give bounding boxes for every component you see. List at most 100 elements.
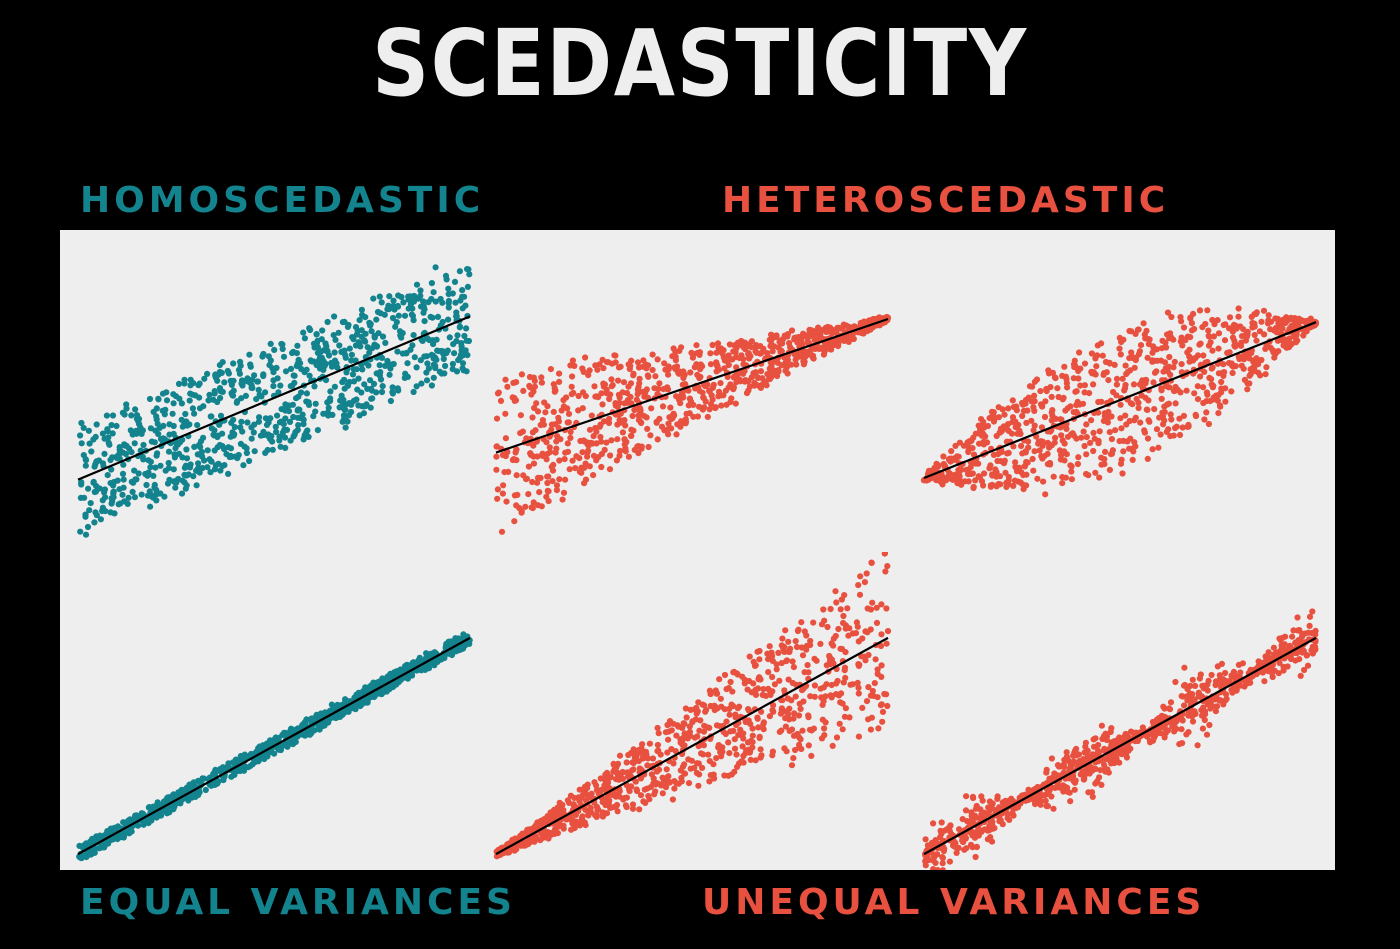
scatter-point [832, 588, 839, 595]
scatter-point [421, 318, 428, 325]
scatter-point [529, 414, 536, 421]
scatter-point [274, 412, 281, 419]
scatter-point [1067, 403, 1074, 410]
scatter-point [1262, 371, 1269, 378]
scatter-point [539, 452, 546, 459]
scatter-point [586, 367, 593, 374]
scatter-point [129, 488, 136, 495]
scatter-point [90, 436, 97, 443]
scatter-point [165, 448, 173, 455]
scatter-point [773, 333, 780, 340]
scatter-point [420, 303, 427, 310]
scatter-point [1167, 330, 1174, 337]
scatter-point [1118, 425, 1125, 432]
scatter-point [120, 833, 128, 840]
scatter-point [864, 629, 871, 636]
scatter-point [1192, 354, 1199, 361]
scatter-point [787, 645, 794, 652]
scatter-point [1165, 384, 1172, 391]
scatter-point [1042, 491, 1049, 498]
scatter-point [522, 503, 529, 510]
scatter-point [612, 803, 619, 810]
scatter-point [1161, 359, 1169, 366]
scatter-point [560, 489, 568, 496]
scatter-point [428, 351, 435, 358]
scatter-point [628, 783, 635, 790]
scatter-point [180, 787, 187, 794]
scatter-point [433, 356, 440, 363]
scatter-point [626, 788, 633, 795]
scatter-point [730, 669, 737, 676]
scatter-point [146, 395, 154, 403]
scatter-point [1229, 334, 1237, 341]
scatter-point [104, 428, 111, 435]
scatter-point [878, 673, 885, 680]
scatter-point [1059, 372, 1066, 379]
scatter-point [584, 785, 591, 792]
scatter-point [339, 418, 346, 425]
scatter-point [314, 427, 321, 434]
scatter-point [113, 422, 120, 430]
scatter-point [630, 372, 637, 379]
scatter-point [449, 366, 456, 373]
scatter-point [1061, 363, 1068, 370]
plot-heteroscedastic-cyclic [906, 552, 1335, 870]
scatter-point [417, 292, 424, 299]
scatter-point [706, 758, 713, 765]
scatter-point [513, 446, 520, 453]
scatter-point [627, 380, 635, 387]
scatter-point [598, 438, 605, 445]
scatter-point [713, 349, 720, 356]
scatter-point [747, 720, 754, 727]
scatter-point [379, 383, 386, 390]
scatter-point [143, 819, 150, 826]
scatter-point [704, 413, 711, 420]
scatter-point [248, 435, 255, 442]
scatter-point [1071, 357, 1078, 364]
scatter-point [634, 359, 642, 366]
scatter-point [695, 760, 702, 767]
scatter-point [869, 687, 876, 695]
scatter-point [132, 406, 139, 413]
scatter-point [196, 405, 204, 412]
scatter-point [1002, 469, 1009, 476]
scatter-point [107, 509, 114, 516]
scatter-point [987, 818, 994, 825]
scatter-point [413, 281, 421, 288]
scatter-point [727, 678, 734, 686]
scatter-point [1052, 434, 1059, 441]
scatter-point [394, 348, 401, 355]
scatter-point [1023, 419, 1030, 426]
scatter-point [587, 804, 594, 811]
scatter-point [1105, 377, 1112, 384]
scatter-point [650, 775, 657, 782]
scatter-point [537, 817, 544, 824]
scatter-point [1085, 472, 1092, 479]
scatter-point [781, 354, 788, 361]
scatter-point [536, 489, 543, 496]
scatter-point [693, 769, 700, 777]
scatter-point [1113, 375, 1121, 382]
scatter-point [757, 754, 764, 761]
scatter-point [1130, 381, 1138, 388]
scatter-point [549, 478, 556, 485]
scatter-point [726, 750, 733, 757]
scatter-point [672, 353, 679, 360]
scatter-point [518, 371, 525, 378]
scatter-point [303, 390, 310, 397]
scatter-point [1185, 421, 1192, 428]
scatter-point [237, 358, 244, 365]
scatter-point [1260, 307, 1268, 314]
scatter-point [717, 695, 724, 702]
scatter-point [785, 711, 792, 718]
scatter-point [527, 384, 534, 391]
scatter-point [368, 387, 376, 394]
scatter-point [171, 451, 178, 458]
scatter-point [593, 457, 600, 464]
scatter-point [661, 781, 668, 788]
scatter-point [93, 512, 100, 519]
scatter-point [325, 404, 332, 411]
scatter-point [1289, 633, 1296, 640]
scatter-point [839, 700, 846, 707]
scatter-point [1116, 345, 1123, 352]
